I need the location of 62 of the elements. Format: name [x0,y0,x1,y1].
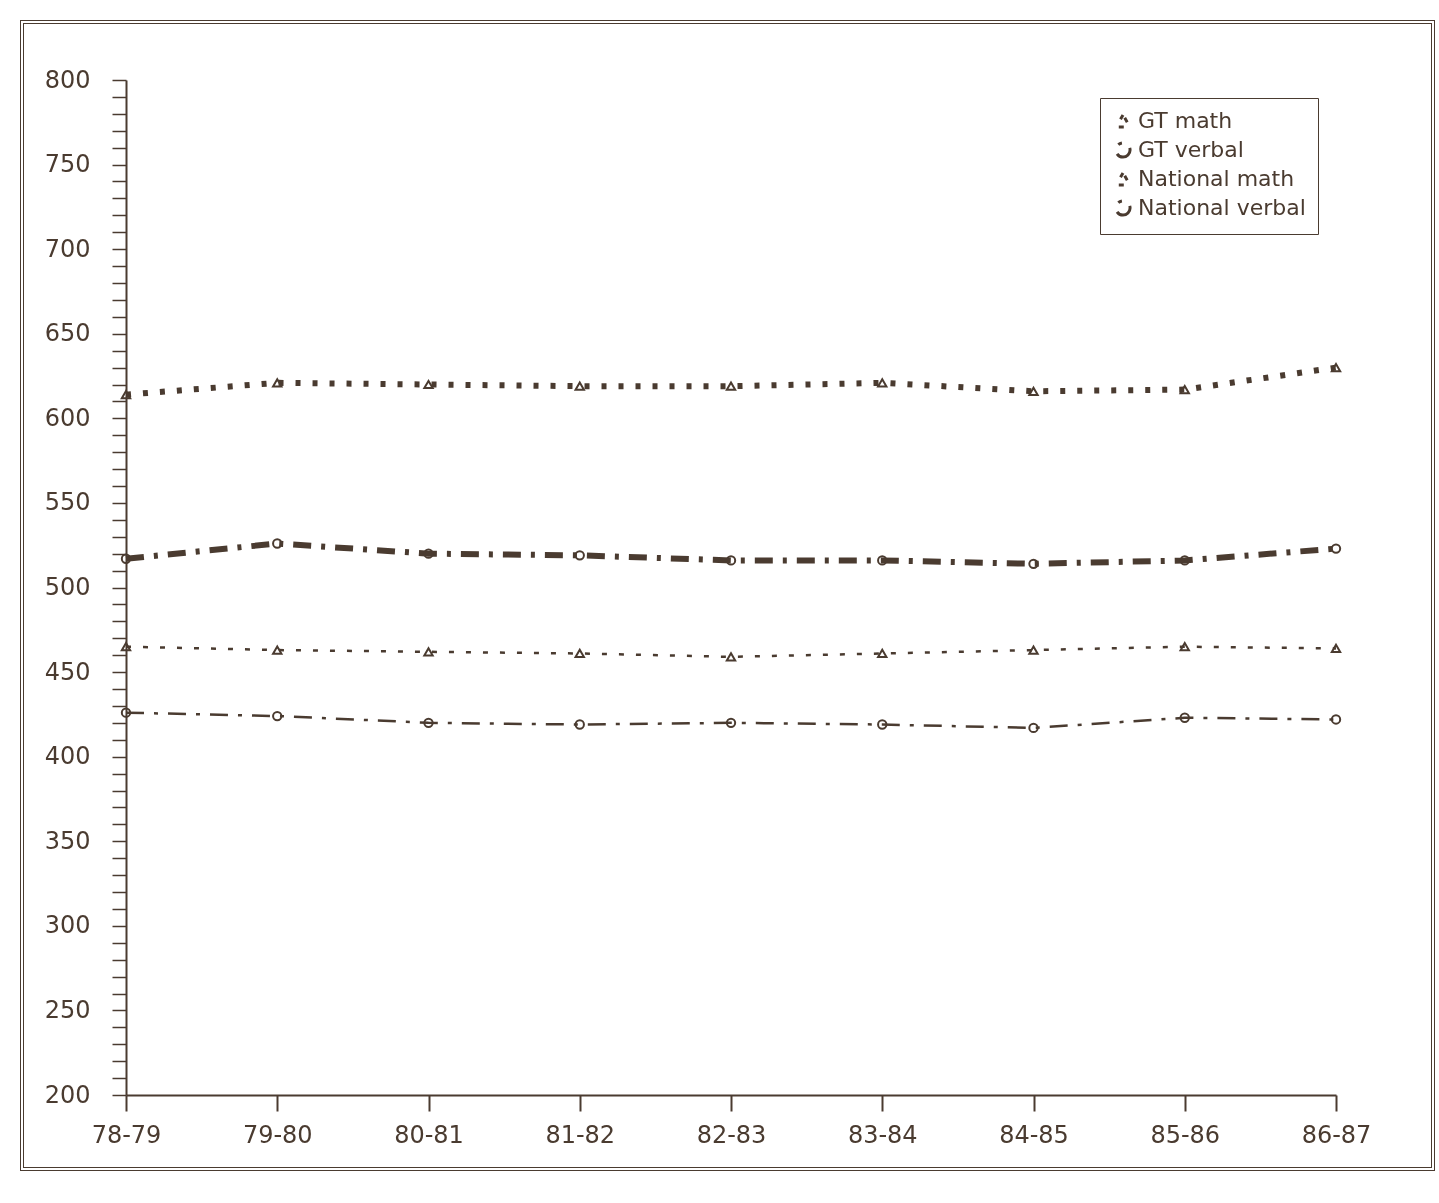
point [1330,714,1342,725]
x-tick-label: 84-85 [999,1120,1069,1149]
point [120,707,132,718]
x-tick-label: 79-80 [242,1120,313,1149]
y-tick-label: 350 [44,826,91,855]
y-tick-label: 450 [44,657,91,686]
point [725,381,737,391]
x-tick-label: 80-81 [394,1120,464,1149]
y-tick-label: 400 [44,742,91,771]
point [272,710,283,722]
point [725,555,737,566]
y-tick-label: 250 [44,995,91,1024]
point [423,548,434,559]
point [1179,555,1190,566]
point [1179,642,1190,652]
legend-label: GT math [1138,108,1233,133]
point [1028,558,1039,569]
x-tick-label: 83-84 [847,1120,918,1149]
y-tick-label: 300 [44,911,91,940]
point [877,555,888,566]
x-tick-label: 81-82 [545,1120,616,1149]
point [1028,386,1039,396]
y-tick-label: 200 [44,1080,91,1109]
point [1330,643,1342,654]
point [574,648,585,659]
point [574,550,585,561]
x-tick-label: 85-86 [1150,1120,1221,1149]
point [120,553,132,564]
point [877,648,888,659]
point [1330,543,1342,554]
point [1330,362,1342,373]
point [423,647,434,657]
y-tick-label: 650 [44,319,91,348]
y-tick-label: 600 [44,403,91,432]
point [272,378,283,388]
point [574,381,585,391]
point [120,642,132,652]
point [877,719,888,730]
x-tick-label: 78-79 [91,1120,162,1149]
point [1028,722,1039,734]
point [1179,712,1190,723]
x-tick-label: 82-83 [696,1120,767,1149]
point [1179,384,1190,395]
point [120,390,132,400]
y-tick-label: 700 [44,234,91,263]
x-tick-label: 86-87 [1301,1120,1372,1149]
legend-label: National math [1138,166,1295,191]
y-tick-label: 800 [44,65,91,94]
point [1028,645,1039,655]
point [423,717,434,729]
point [725,652,737,662]
legend-label: GT verbal [1138,137,1244,162]
legend-label: National verbal [1138,195,1306,220]
y-tick-label: 500 [44,573,91,601]
y-tick-label: 750 [44,150,91,179]
y-tick-label: 550 [44,488,91,517]
point [725,717,737,729]
point [423,379,434,390]
point [272,538,283,549]
point [574,719,585,730]
point [877,378,888,388]
point [272,645,283,655]
